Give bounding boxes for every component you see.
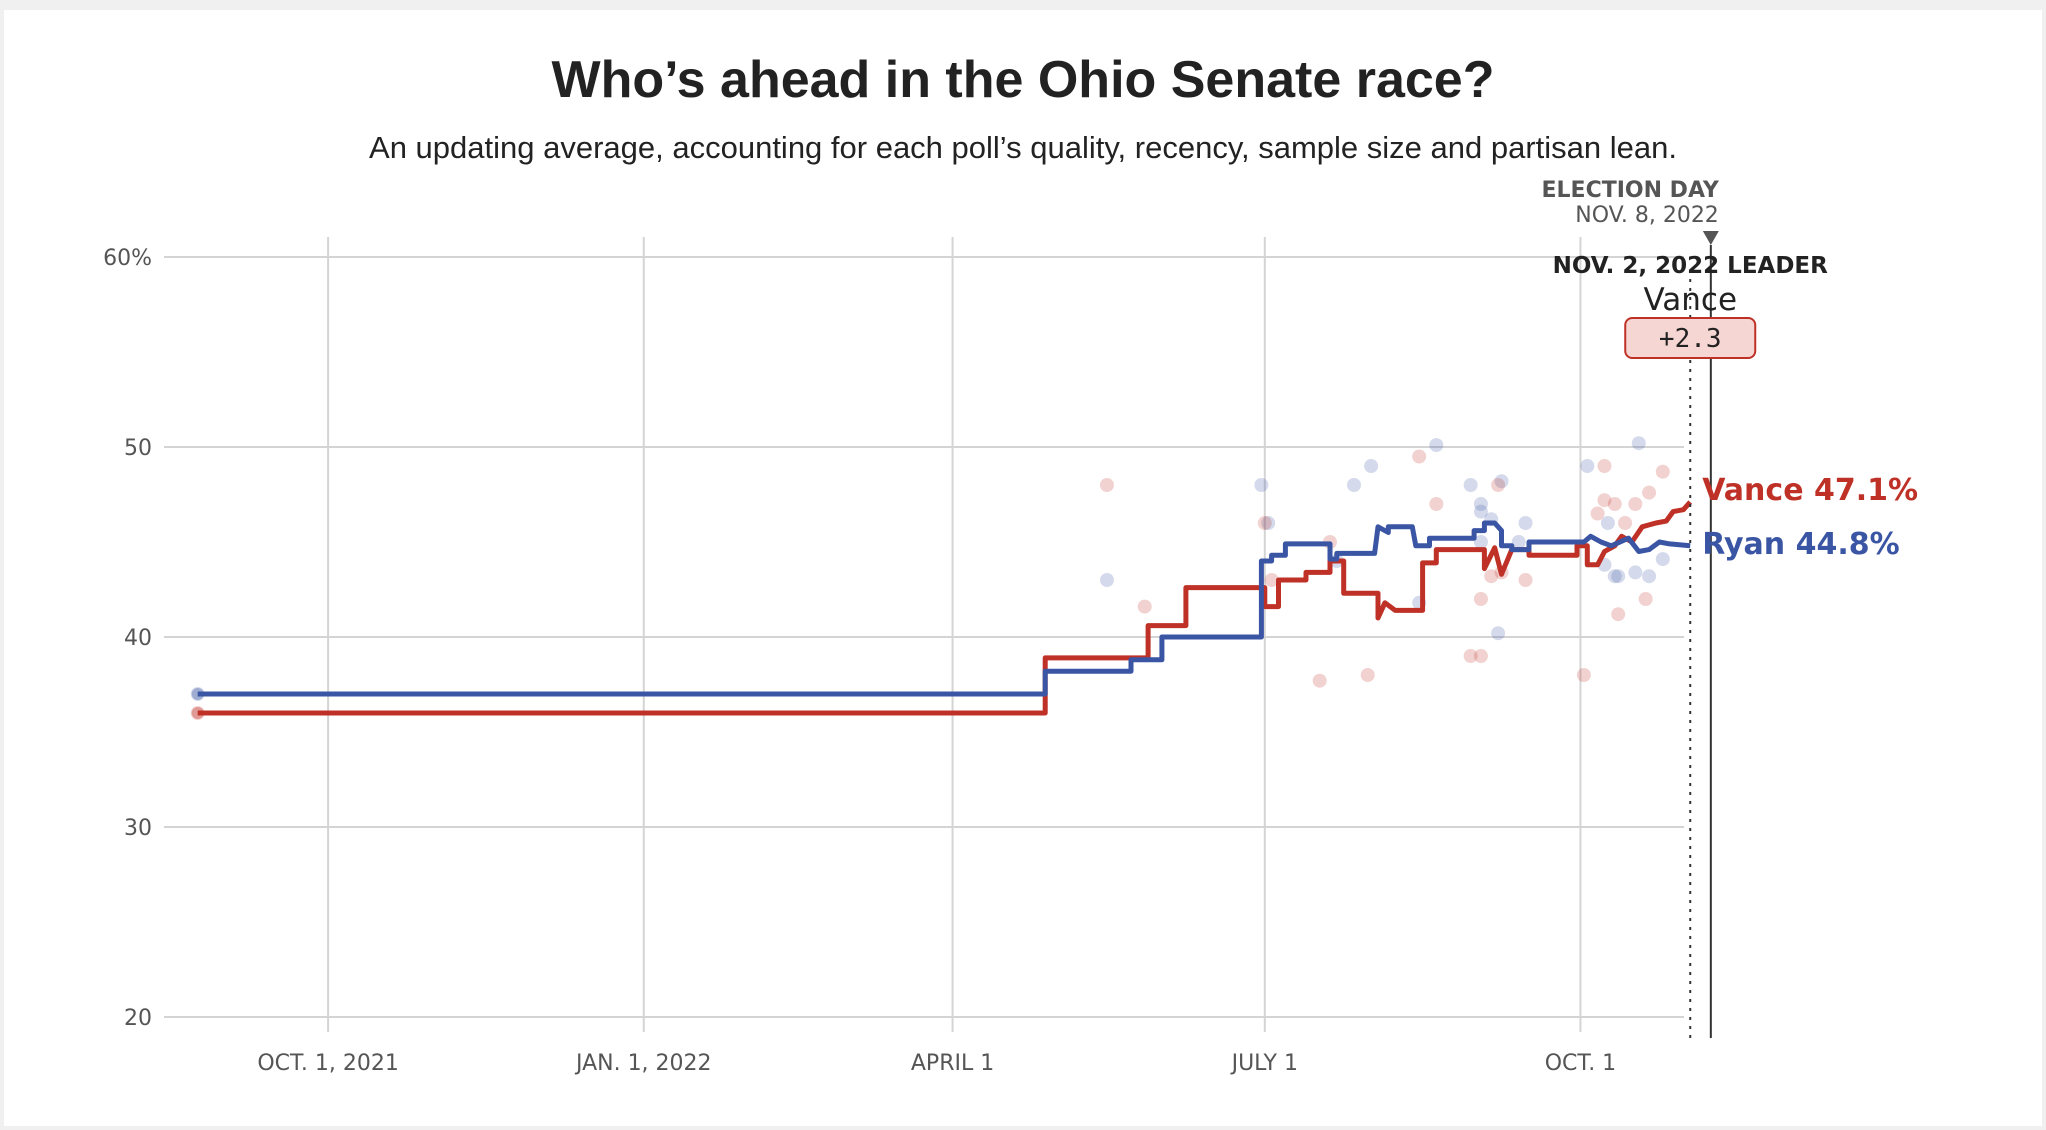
leader-label: NOV. 2, 2022 LEADER — [1553, 253, 1829, 279]
y-axis: 60% 50 40 30 20 — [103, 246, 152, 1031]
vance-poll-dot — [1484, 569, 1499, 584]
ryan-poll-dot — [1473, 497, 1488, 511]
ryan-poll-dot — [1429, 438, 1444, 453]
ryan-poll-dot — [1518, 516, 1533, 530]
ryan-poll-dot — [1261, 516, 1276, 530]
ryan-poll-dot — [1491, 626, 1506, 641]
vance-poll-dot — [1473, 592, 1488, 606]
vance-poll-dot — [1360, 668, 1375, 682]
ryan-poll-dot — [1628, 565, 1643, 580]
vance-poll-dot — [1412, 449, 1427, 464]
vance-poll-dot — [1618, 516, 1633, 530]
vance-poll-dot — [1491, 478, 1506, 492]
ryan-poll-dot — [1473, 535, 1488, 549]
x-tick-label: OCT. 1, 2021 — [257, 1051, 398, 1076]
ryan-poll-dot — [1631, 436, 1646, 451]
x-axis: OCT. 1, 2021 JAN. 1, 2022 APRIL 1 JULY 1 OCT… — [257, 1051, 1616, 1076]
leader-margin-value: +2.3 — [1659, 324, 1722, 354]
vance-poll-dot — [1655, 464, 1670, 479]
ryan-poll-dot — [1099, 573, 1114, 587]
leader-name: Vance — [1643, 282, 1737, 318]
ryan-poll-dot — [1607, 569, 1622, 584]
x-tick-label: APRIL 1 — [911, 1051, 994, 1076]
ryan-poll-dot — [1655, 552, 1670, 567]
poll-dots — [190, 436, 1670, 720]
vance-poll-dot — [1312, 673, 1327, 688]
ryan-poll-dot — [1364, 459, 1379, 473]
vance-average-line — [197, 500, 1693, 716]
x-tick-label: OCT. 1 — [1545, 1051, 1617, 1076]
election-day-marker-icon — [1702, 231, 1719, 245]
ryan-end-label: Ryan 44.8% — [1702, 527, 1899, 562]
ryan-poll-dot — [1254, 478, 1269, 492]
vance-poll-dot — [1099, 478, 1114, 492]
average-lines — [191, 500, 1693, 719]
vance-poll-dot — [1628, 497, 1643, 511]
vance-poll-dot — [1590, 506, 1605, 521]
vance-poll-dot — [1473, 649, 1488, 663]
x-tick-label: JAN. 1, 2022 — [574, 1051, 712, 1076]
ryan-poll-dot — [1463, 478, 1478, 492]
election-day-date: NOV. 8, 2022 — [1575, 203, 1719, 228]
vance-poll-dot — [1429, 497, 1444, 511]
vance-poll-dot — [1257, 516, 1272, 530]
x-tick-label: JULY 1 — [1230, 1051, 1298, 1076]
y-tick-label: 50 — [124, 436, 152, 461]
chart-title: Who’s ahead in the Ohio Senate race? — [551, 51, 1495, 109]
ryan-poll-dot — [1600, 516, 1615, 530]
vance-poll-dot — [1611, 607, 1626, 622]
vance-poll-dot — [1638, 592, 1653, 606]
ryan-start-dot — [191, 688, 204, 700]
grid-layer — [164, 237, 1684, 1032]
y-tick-label: 20 — [124, 1006, 152, 1031]
chart-card: Who’s ahead in the Ohio Senate race? An … — [4, 10, 2042, 1126]
ryan-poll-dot — [1580, 459, 1595, 473]
ryan-poll-dot — [1473, 504, 1488, 519]
y-tick-label: 30 — [124, 816, 152, 841]
election-day-label: ELECTION DAY — [1542, 178, 1720, 203]
vance-end-label: Vance 47.1% — [1702, 473, 1918, 508]
vance-poll-dot — [1597, 493, 1612, 508]
ryan-poll-dot — [1494, 474, 1509, 489]
ryan-poll-dot — [1511, 535, 1526, 549]
ryan-poll-dot — [1346, 478, 1361, 492]
ryan-average-line — [197, 520, 1691, 697]
vance-start-dot — [191, 707, 204, 719]
poll-average-chart: 60% 50 40 30 20 OCT. 1, 2021 JAN. 1, 2022 APRI… — [103, 178, 1918, 1076]
vance-poll-dot — [1607, 497, 1622, 511]
vance-poll-dot — [1264, 573, 1279, 587]
annotations: ELECTION DAY NOV. 8, 2022 NOV. 2, 2022 L… — [1542, 178, 1829, 1042]
chart-subtitle: An updating average, accounting for each… — [369, 130, 1677, 165]
vance-poll-dot — [1642, 485, 1657, 500]
leader-margin-badge — [1624, 317, 1757, 359]
ryan-poll-dot — [1611, 569, 1626, 584]
vance-poll-dot — [1518, 573, 1533, 587]
vance-poll-dot — [1576, 668, 1591, 682]
vance-poll-dot — [1137, 599, 1152, 614]
ryan-poll-dot — [1642, 569, 1657, 584]
y-tick-label: 60% — [103, 246, 152, 271]
y-tick-label: 40 — [124, 626, 152, 651]
vance-poll-dot — [1463, 649, 1478, 663]
vance-poll-dot — [1597, 459, 1612, 473]
series-end-labels: Vance 47.1% Ryan 44.8% — [1702, 473, 1918, 562]
